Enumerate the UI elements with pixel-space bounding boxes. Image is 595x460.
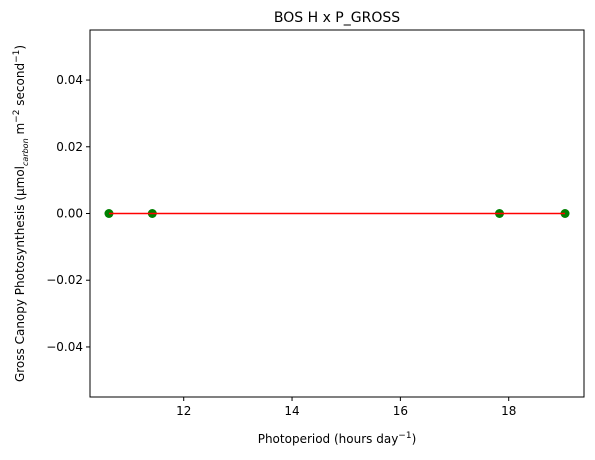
x-tick-label: 18 (501, 404, 516, 418)
x-tick-label: 16 (393, 404, 408, 418)
x-tick-label: 14 (284, 404, 299, 418)
y-tick-label: −0.02 (46, 273, 83, 287)
chart-title: BOS H x P_GROSS (274, 10, 400, 26)
x-axis: 12 14 16 18 (176, 397, 516, 418)
plot-frame (89, 29, 585, 398)
y-axis-label: Gross Canopy Photosynthesis (µmolcarbon … (12, 45, 30, 382)
y-tick-label: 0.00 (56, 207, 83, 221)
y-tick-label: 0.02 (56, 140, 83, 154)
x-tick-label: 12 (176, 404, 191, 418)
plot-series (104, 209, 570, 218)
y-tick-label: 0.04 (56, 73, 83, 87)
y-tick-label: −0.04 (46, 340, 83, 354)
x-axis-label: Photoperiod (hours day−1) (258, 431, 417, 446)
y-axis: −0.04 −0.02 0.00 0.02 0.04 (46, 73, 90, 354)
